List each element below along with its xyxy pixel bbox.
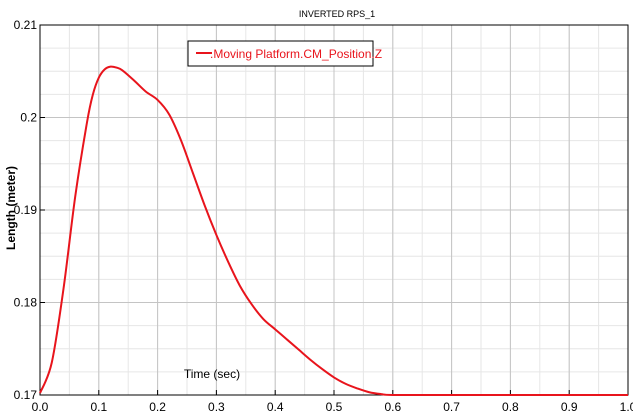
x-tick-label: 0.3	[208, 400, 225, 414]
legend-box	[187, 40, 374, 67]
x-tick-label: 0.8	[502, 400, 519, 414]
x-tick-label: 0.9	[561, 400, 578, 414]
legend: .Moving Platform.CM_Position.Z	[187, 40, 382, 67]
x-tick-label: 0.5	[326, 400, 343, 414]
series-line	[39, 65, 628, 397]
series-group	[39, 65, 628, 397]
x-tick-label: 0.4	[267, 400, 284, 414]
x-tick-label: 0.2	[149, 400, 166, 414]
legend-label: .Moving Platform.CM_Position.Z	[210, 47, 382, 61]
x-tick-label: 1.0	[620, 400, 633, 414]
y-tick-label: 0.21	[14, 18, 38, 32]
y-tick-label: 0.17	[14, 388, 38, 402]
y-axis-title: Length (meter)	[4, 166, 18, 250]
x-tick-label: 0.0	[32, 400, 49, 414]
x-axis-ticks: 0.0 0.1 0.2 0.3 0.4 0.5 0.6 0.7 0.8 0.9 1.0	[32, 390, 633, 414]
x-tick-label: 0.1	[90, 400, 107, 414]
chart-title: INVERTED RPS_1	[299, 9, 375, 19]
y-tick-label: 0.2	[20, 111, 37, 125]
y-axis-ticks: 0.17 0.18 0.19 0.2 0.21	[14, 18, 45, 402]
x-tick-label: 0.7	[443, 400, 460, 414]
x-axis-title: Time (sec)	[184, 367, 240, 381]
y-tick-label: 0.18	[14, 296, 38, 310]
y-tick-label: 0.19	[14, 203, 38, 217]
x-tick-label: 0.6	[384, 400, 401, 414]
